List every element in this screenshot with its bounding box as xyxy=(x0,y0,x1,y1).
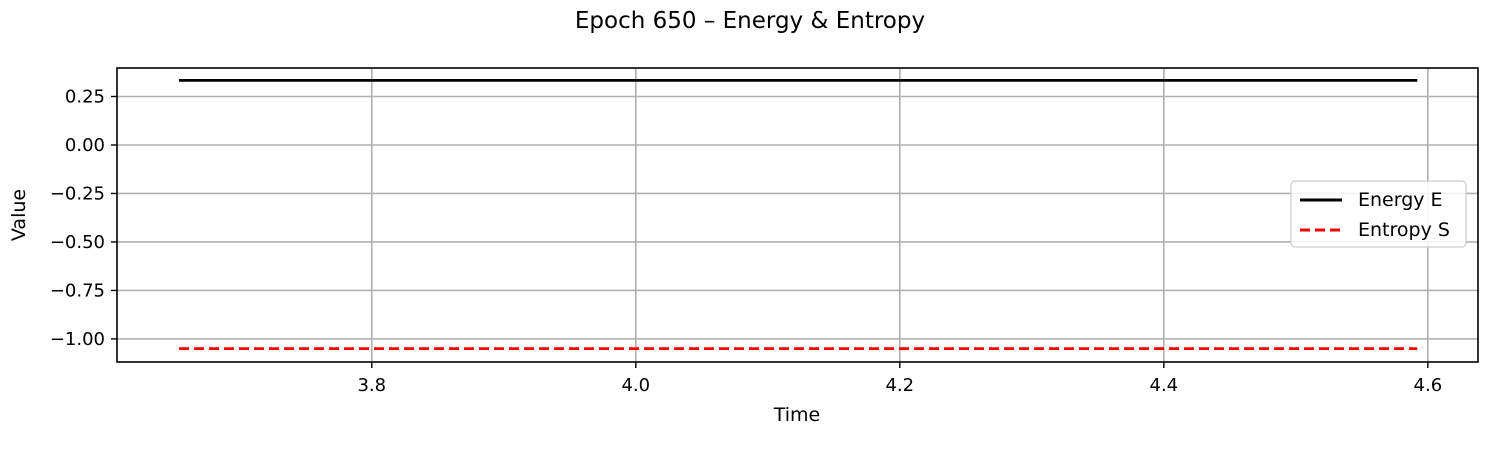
legend: Energy E Entropy S xyxy=(1290,180,1467,248)
x-tick-label: 4.2 xyxy=(885,375,914,396)
y-axis-label: Value xyxy=(8,189,30,241)
y-axis-ticks: 0.25 0.00 −0.25 −0.50 −0.75 −1.00 xyxy=(50,87,117,350)
x-tick-label: 4.6 xyxy=(1414,375,1443,396)
y-tick-label: −1.00 xyxy=(50,329,105,350)
x-tick-label: 4.0 xyxy=(621,375,650,396)
plot-series xyxy=(179,79,1418,351)
grid xyxy=(117,68,1478,362)
plot-area-frame xyxy=(116,67,1479,363)
legend-label-energy: Energy E xyxy=(1358,189,1443,211)
legend-label-entropy: Entropy S xyxy=(1358,219,1450,241)
y-tick-label: −0.25 xyxy=(50,183,105,204)
y-tick-label: 0.25 xyxy=(65,87,105,108)
y-tick-label: −0.50 xyxy=(50,232,105,253)
x-axis-ticks: 3.8 4.0 4.2 4.4 4.6 xyxy=(357,362,1442,396)
y-tick-label: 0.00 xyxy=(65,135,105,156)
x-tick-label: 3.8 xyxy=(357,375,386,396)
x-tick-label: 4.4 xyxy=(1150,375,1179,396)
chart-title: Epoch 650 – Energy & Entropy xyxy=(575,8,925,34)
x-axis-label: Time xyxy=(773,404,821,426)
y-tick-label: −0.75 xyxy=(50,280,105,301)
